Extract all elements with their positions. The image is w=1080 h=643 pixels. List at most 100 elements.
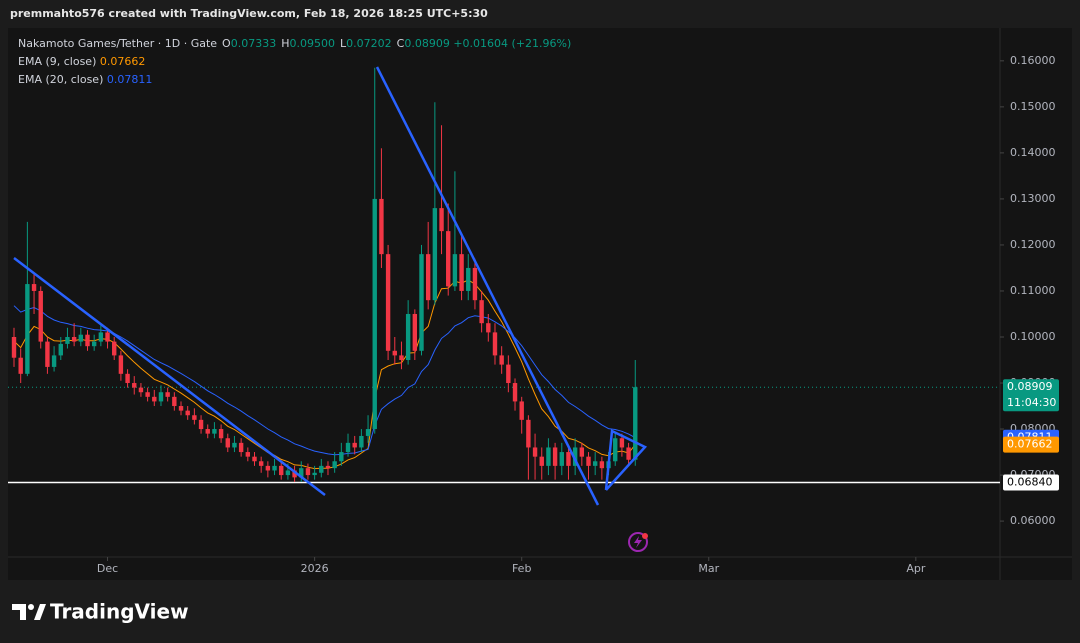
indicator-value: 0.07662 (99, 55, 146, 68)
ohlc-key: L (340, 37, 347, 50)
icon-ring (628, 532, 648, 552)
chart-panel (8, 28, 1072, 580)
candle-body (405, 313, 411, 361)
candle-body (425, 254, 431, 301)
candle-body (472, 267, 478, 301)
candle-body (352, 442, 357, 448)
candle-body (238, 442, 244, 453)
candle-body (258, 461, 264, 466)
y-tick-label: 0.12000 (1010, 238, 1056, 251)
candle-body (105, 332, 110, 342)
candle-body (152, 396, 157, 402)
candle-body (265, 465, 271, 471)
candle-body (459, 254, 464, 291)
candle-body (205, 429, 210, 434)
candle-body (212, 429, 217, 434)
candle-body (359, 435, 364, 448)
candle-body (613, 438, 618, 462)
candle-body (192, 415, 197, 420)
candle-body (579, 447, 585, 457)
ohlc-key: H (281, 37, 290, 50)
ema-line (13, 279, 636, 470)
y-tick-label: 0.16000 (1010, 54, 1056, 67)
candle-body (145, 392, 150, 397)
candle-body (532, 447, 538, 457)
candle-body (526, 419, 531, 448)
candle-body (38, 290, 43, 342)
ohlc-key: C (396, 37, 405, 50)
symbol-title: Nakamoto Games/Tether · 1D · Gate (18, 37, 218, 50)
indicator-name: EMA (9, close) (18, 55, 97, 68)
candle-body (138, 387, 144, 393)
candle-body (599, 461, 605, 469)
candle-body (45, 341, 50, 367)
candle-body (98, 332, 104, 342)
alert-icon (628, 532, 648, 552)
trendline (375, 66, 600, 506)
legend-row: Nakamoto Games/Tether · 1D · Gate O0.0733… (18, 35, 571, 53)
candle-body (305, 468, 311, 476)
ohlc-value: 0.07333 (230, 37, 277, 50)
candle-body (85, 334, 90, 347)
candle-body (165, 392, 170, 397)
candle-body (325, 465, 331, 469)
price-label-bg (1003, 379, 1059, 412)
plot: 0.060000.070000.080000.090000.100000.110… (8, 28, 1072, 580)
candle-body (539, 456, 544, 466)
price-label: 0.06840 (1007, 475, 1053, 488)
candle-body (399, 355, 404, 361)
candle-body (252, 456, 257, 462)
candle-body (292, 470, 297, 478)
candle-body (506, 364, 511, 384)
candle-body (619, 438, 625, 448)
ohlc: O0.07333 H0.09500 L0.07202 C0.08909 (217, 37, 450, 50)
candle-body (285, 470, 291, 476)
candle-body (58, 343, 63, 356)
candle-body (225, 438, 230, 448)
candle-body (312, 472, 317, 476)
x-tick-label: 2026 (301, 562, 329, 575)
x-tick-label: Apr (906, 562, 926, 575)
y-tick-label: 0.10000 (1010, 330, 1056, 343)
y-tick-label: 0.13000 (1010, 192, 1056, 205)
x-tick-label: Feb (512, 562, 531, 575)
logo: TradingView (12, 600, 189, 624)
candle-body (345, 442, 351, 453)
candle-body (633, 387, 638, 460)
caption: premmahto576 created with TradingView.co… (10, 7, 488, 20)
candle-body (232, 442, 237, 448)
legend-row: EMA (9, close) 0.07662 (18, 53, 571, 71)
y-tick-label: 0.06000 (1010, 514, 1056, 527)
candle-body (65, 336, 70, 344)
candle-body (372, 198, 377, 430)
candle-body (519, 401, 524, 420)
candle-body (132, 383, 137, 388)
candle-body (592, 461, 598, 466)
y-tick-label: 0.11000 (1010, 284, 1056, 297)
candle-body (365, 429, 371, 436)
candle-body (185, 410, 190, 416)
price-label-bg (1003, 474, 1059, 491)
logo-mark (12, 604, 26, 620)
trendline (13, 257, 326, 496)
indicator-value: 0.07811 (106, 73, 153, 86)
candle-body (332, 461, 337, 469)
price-label: 0.08909 (1007, 380, 1053, 393)
candle-body (486, 323, 491, 333)
candle-body (572, 447, 578, 466)
candle-body (71, 336, 77, 342)
y-tick-label: 0.15000 (1010, 100, 1056, 113)
candle-body (319, 465, 324, 473)
icon-bolt (634, 536, 642, 548)
candle-body (158, 392, 164, 402)
candle-body (218, 429, 224, 439)
candle-body (91, 341, 97, 347)
candle-body (279, 465, 284, 476)
candle-body (552, 447, 558, 466)
logo-mark (28, 604, 34, 610)
price-label-bg (1003, 436, 1059, 453)
candle-body (479, 300, 484, 324)
candle-body (379, 198, 384, 255)
candle-body (559, 452, 564, 466)
